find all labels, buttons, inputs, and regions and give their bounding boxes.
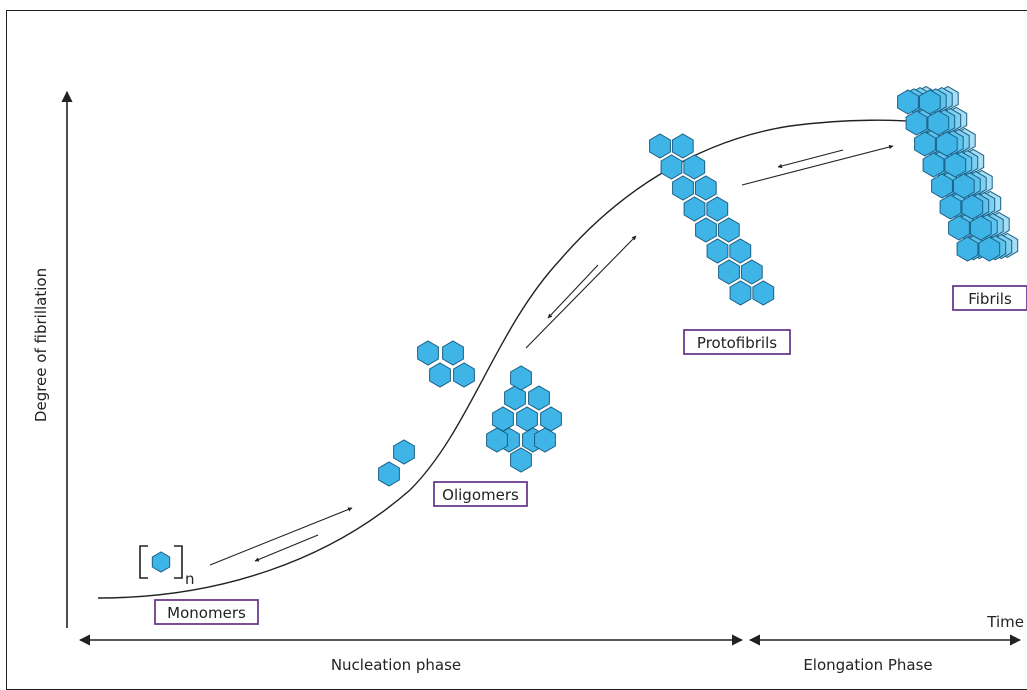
hexagon (706, 238, 729, 264)
hexagon (897, 89, 919, 115)
equilibrium-arrows-oligomer-protofibril (525, 235, 637, 349)
growth-curve (97, 119, 921, 599)
hexagon (961, 194, 984, 220)
x-axis-label: Time (986, 613, 1024, 631)
hexagon (952, 173, 975, 199)
hexagon (393, 439, 415, 465)
hexagon (695, 217, 717, 243)
monomer-hexagon-icon (151, 551, 171, 573)
hexagon (927, 110, 950, 136)
equilibrium-arrows-protofibril-fibril (741, 144, 894, 186)
hexagon (956, 236, 979, 262)
hexagon (918, 89, 941, 115)
dimer-hexagons (378, 439, 415, 487)
hexagon (752, 280, 775, 306)
protofibrils-label-box: Protofibrils (683, 329, 791, 355)
hexagon (672, 175, 694, 201)
hexagon (649, 133, 671, 159)
hexagon (948, 215, 970, 241)
hexagon (718, 259, 740, 285)
hexagon (914, 131, 936, 157)
oligomers-label-box: Oligomers (433, 481, 528, 507)
hexagon (683, 196, 706, 222)
protofibril-hexagons (649, 133, 775, 306)
monomer-subscript: n (185, 570, 195, 588)
hexagon (660, 154, 683, 180)
hexagon (429, 362, 451, 388)
tetramer-hexagons (417, 340, 475, 388)
protofibrils-label: Protofibrils (697, 334, 777, 352)
hexagon (492, 406, 514, 432)
hexagon (417, 340, 439, 366)
hexagon (922, 152, 945, 178)
fibrils-label-box: Fibrils (952, 285, 1027, 311)
hexagon (978, 236, 1001, 262)
oligomers-label: Oligomers (442, 486, 519, 504)
hexagon (534, 427, 556, 453)
hexagon (931, 173, 953, 199)
hexagon (453, 362, 475, 388)
elongation-phase-label: Elongation Phase (803, 656, 932, 674)
hexagon (510, 447, 532, 473)
monomer-bracket: n (139, 545, 195, 588)
y-axis-label: Degree of fibrillation (32, 268, 50, 422)
hexagon (442, 340, 464, 366)
hexagon (378, 461, 400, 487)
hexagon (740, 259, 763, 285)
fibril-hexagons (897, 85, 1019, 262)
hexagon (717, 217, 740, 243)
hexagon (935, 131, 958, 157)
hexagon (939, 194, 962, 220)
hexagon (151, 551, 171, 573)
hexagon (683, 154, 706, 180)
hexagon (706, 196, 729, 222)
hexagon (729, 280, 752, 306)
hexagon (905, 110, 928, 136)
monomers-label: Monomers (167, 604, 246, 622)
hexagon (486, 427, 508, 453)
oligomer-cluster-hexagons (486, 365, 562, 473)
hexagon (516, 406, 538, 432)
equilibrium-arrows-monomer-oligomer (209, 507, 353, 566)
hexagon (694, 175, 717, 201)
hexagon (969, 215, 992, 241)
monomers-label-box: Monomers (154, 599, 259, 625)
hexagon (729, 238, 752, 264)
nucleation-phase-label: Nucleation phase (331, 656, 461, 674)
hexagon (510, 365, 532, 391)
hexagon (944, 152, 967, 178)
hexagon (528, 385, 550, 411)
fibrils-label: Fibrils (968, 290, 1012, 308)
hexagon (540, 406, 562, 432)
hexagon (671, 133, 694, 159)
